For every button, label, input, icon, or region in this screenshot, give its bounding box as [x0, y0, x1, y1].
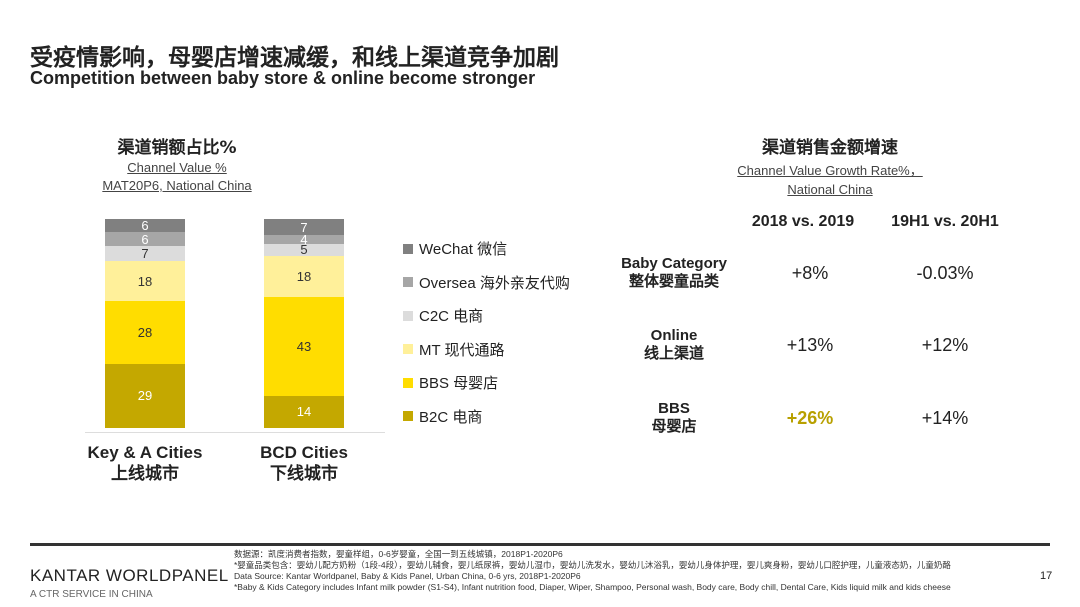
- footnote: 数据源：凯度消费者指数，婴童样组，0-6岁婴童，全国一到五线城镇，2018P1-…: [234, 549, 563, 559]
- row-label: Online 线上渠道: [604, 327, 744, 363]
- legend-item: Oversea 海外亲友代购: [403, 272, 570, 293]
- category-cn: 上线城市: [111, 464, 179, 483]
- bar-segment: 6: [105, 218, 185, 233]
- growth-value: +12%: [921, 335, 969, 355]
- column-header-1: 2018 vs. 2019: [751, 213, 855, 230]
- legend-item: WeChat 微信: [403, 238, 507, 259]
- column-header-2: 19H1 vs. 20H1: [891, 213, 999, 230]
- x-axis-line: [85, 432, 385, 433]
- legend-item: B2C 电商: [403, 406, 482, 427]
- chart-subtitle-1: Channel Value %: [127, 160, 227, 175]
- legend-label: C2C 电商: [419, 308, 484, 325]
- category-label-1: Key & A Cities 上线城市: [65, 442, 225, 484]
- legend-label: Oversea 海外亲友代购: [419, 274, 570, 292]
- category-cn: 下线城市: [270, 464, 338, 483]
- bar-segment: 4: [264, 232, 344, 247]
- category-label-2: BCD Cities 下线城市: [224, 442, 384, 484]
- chart-header: 渠道销额占比% Channel Value % MAT20P6, Nationa…: [27, 133, 327, 193]
- bar-segment: 18: [105, 261, 185, 302]
- category-en: BCD Cities: [260, 443, 348, 462]
- growth-title: 渠道销售金额增速: [762, 138, 898, 158]
- legend-label: WeChat 微信: [419, 241, 508, 258]
- footer-divider: [30, 543, 1050, 546]
- legend-item: BBS 母婴店: [403, 372, 498, 393]
- row-label: Baby Category 整体婴童品类: [604, 255, 744, 291]
- bar-segment: 18: [264, 255, 344, 298]
- legend-label: B2C 电商: [419, 408, 483, 426]
- growth-subtitle-2: National China: [787, 182, 873, 197]
- row-label-en: Online: [650, 327, 698, 344]
- growth-value: +14%: [921, 408, 969, 428]
- legend-swatch: [403, 310, 413, 321]
- growth-value: +13%: [786, 335, 834, 355]
- legend-swatch: [403, 243, 413, 254]
- brand-logo: KANTAR WORLDPANEL: [30, 566, 229, 585]
- row-label-en: BBS: [658, 400, 690, 417]
- page-number: 17: [1040, 570, 1053, 582]
- legend-item: C2C 电商: [403, 305, 483, 326]
- bar-segment: 29: [105, 363, 185, 428]
- legend-label: BBS 母婴店: [419, 375, 499, 392]
- row-label-en: Baby Category: [621, 255, 727, 272]
- growth-value: +8%: [791, 263, 829, 283]
- bar-segment: 7: [105, 245, 185, 262]
- growth-subtitle-1: Channel Value Growth Rate%，: [737, 163, 923, 178]
- footnotes: 数据源：凯度消费者指数，婴童样组，0-6岁婴童，全国一到五线城镇，2018P1-…: [234, 549, 1034, 593]
- row-label: BBS 母婴店: [604, 400, 744, 436]
- category-en: Key & A Cities: [87, 443, 203, 462]
- bar-1: 29 28 18 7 6 6: [105, 218, 185, 428]
- bar-segment: 6: [105, 232, 185, 247]
- bar-segment: 7: [264, 219, 344, 236]
- chart-title: 渠道销额占比%: [117, 138, 237, 158]
- bar-segment: 28: [105, 301, 185, 364]
- legend-swatch: [403, 344, 413, 354]
- footnote: Data Source: Kantar Worldpanel, Baby & K…: [234, 571, 581, 581]
- page-title-en: Competition between baby store & online …: [30, 68, 536, 88]
- legend-swatch: [403, 277, 413, 287]
- legend-label: MT 现代通路: [419, 341, 505, 359]
- chart-subtitle-2: MAT20P6, National China: [102, 178, 252, 193]
- growth-value: +26%: [786, 408, 834, 428]
- growth-header: 渠道销售金额增速 Channel Value Growth Rate%， Nat…: [700, 133, 960, 197]
- bar-segment: 43: [264, 297, 344, 396]
- legend-swatch: [403, 411, 413, 421]
- bar-2: 14 43 18 5 4 7: [264, 219, 344, 428]
- footnote: *婴童品类包含：婴幼儿配方奶粉（1段-4段），婴幼儿辅食，婴儿纸尿裤，婴幼儿湿巾…: [234, 560, 951, 570]
- bar-segment: 14: [264, 395, 344, 428]
- row-label-cn: 线上渠道: [643, 345, 704, 362]
- footnote: *Baby & Kids Category includes Infant mi…: [234, 582, 951, 592]
- legend-item: MT 现代通路: [403, 339, 505, 360]
- legend-swatch: [403, 377, 413, 388]
- row-label-cn: 整体婴童品类: [628, 273, 719, 290]
- bar-segment: 5: [264, 242, 344, 257]
- growth-value: -0.03%: [916, 263, 974, 283]
- page-title-cn: 受疫情影响，母婴店增速减缓，和线上渠道竞争加剧: [30, 45, 559, 71]
- row-label-cn: 母婴店: [651, 418, 697, 435]
- brand-tagline: A CTR SERVICE IN CHINA: [30, 589, 153, 600]
